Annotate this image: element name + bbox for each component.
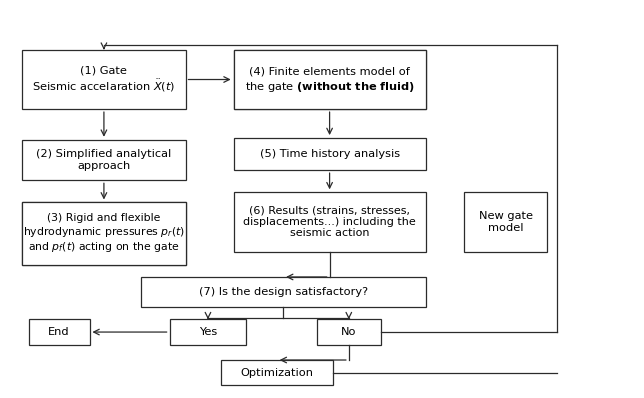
FancyBboxPatch shape xyxy=(464,192,547,252)
Text: (3) Rigid and flexible: (3) Rigid and flexible xyxy=(47,213,160,224)
Text: (without the fluid): (without the fluid) xyxy=(285,82,403,92)
Text: Yes: Yes xyxy=(199,327,217,337)
Text: (5) Time history analysis: (5) Time history analysis xyxy=(260,149,400,159)
Text: hydrodynamic pressures $p_r(t)$: hydrodynamic pressures $p_r(t)$ xyxy=(23,225,185,239)
FancyBboxPatch shape xyxy=(29,319,90,345)
FancyBboxPatch shape xyxy=(317,319,381,345)
Text: New gate
model: New gate model xyxy=(478,211,533,233)
Text: and $p_f(t)$ acting on the gate: and $p_f(t)$ acting on the gate xyxy=(28,240,180,254)
Text: (2) Simplified analytical
approach: (2) Simplified analytical approach xyxy=(36,149,171,171)
Text: (4) Finite elements model of: (4) Finite elements model of xyxy=(249,67,410,77)
Text: (6) Results (strains, stresses,
displacements...) including the
seismic action: (6) Results (strains, stresses, displace… xyxy=(243,205,416,238)
FancyBboxPatch shape xyxy=(169,319,247,345)
FancyBboxPatch shape xyxy=(141,277,426,308)
FancyBboxPatch shape xyxy=(234,138,426,170)
FancyBboxPatch shape xyxy=(23,140,185,180)
Text: (4) Finite elements model of: (4) Finite elements model of xyxy=(249,67,410,77)
Text: the gate $\mathbf{(without\ the\ fluid)}$: the gate $\mathbf{(without\ the\ fluid)}… xyxy=(245,80,415,94)
FancyBboxPatch shape xyxy=(23,203,185,265)
Text: Optimization: Optimization xyxy=(240,368,313,378)
FancyBboxPatch shape xyxy=(234,50,426,109)
Text: No: No xyxy=(341,327,357,337)
Text: End: End xyxy=(48,327,70,337)
Text: the gate: the gate xyxy=(304,82,355,92)
Text: (3) Rigid and flexible
hydrodynamic pressures $p_r(t)$
and $p_f(t)$ acting on th: (3) Rigid and flexible hydrodynamic pres… xyxy=(23,213,185,255)
FancyBboxPatch shape xyxy=(23,203,185,265)
Text: (7) Is the design satisfactory?: (7) Is the design satisfactory? xyxy=(198,287,368,297)
FancyBboxPatch shape xyxy=(221,360,333,385)
FancyBboxPatch shape xyxy=(234,50,426,109)
Text: (1) Gate
Seismic accelaration $\ddot{X}(t)$: (1) Gate Seismic accelaration $\ddot{X}(… xyxy=(32,65,176,94)
FancyBboxPatch shape xyxy=(23,50,185,109)
FancyBboxPatch shape xyxy=(234,192,426,252)
